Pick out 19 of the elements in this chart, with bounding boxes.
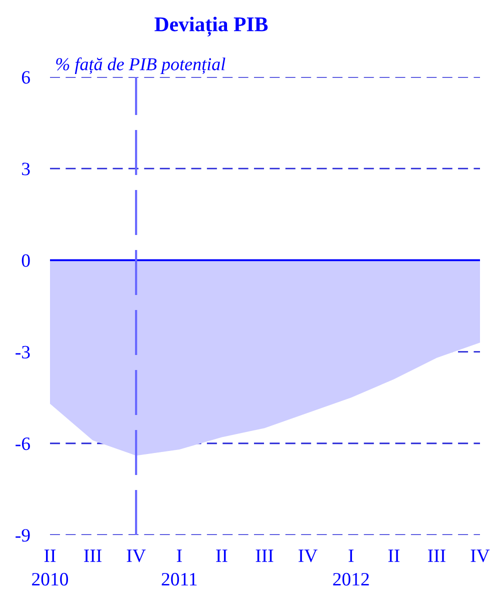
x-tick-label: III (256, 550, 274, 562)
x-tick-label: IV (126, 550, 146, 562)
x-tick-label: IV (298, 550, 318, 562)
x-tick-label: I 2011 (162, 550, 197, 586)
y-tick-label: 0 (22, 254, 30, 267)
x-tick-label: I 2012 (333, 550, 369, 586)
x-tick-label: II 2010 (32, 550, 68, 586)
x-tick-label: II (388, 550, 400, 562)
y-tick-label: 3 (22, 162, 30, 176)
y-tick-label: -9 (16, 529, 30, 542)
x-tick-label: III (428, 550, 446, 562)
chart-title: Deviația PIB (154, 16, 268, 36)
x-tick-label: III (84, 550, 102, 562)
y-axis-title: % față de PIB potențial (56, 57, 226, 74)
y-tick-label: -6 (16, 437, 30, 450)
y-tick-label: -3 (16, 346, 30, 358)
y-tick-label: 6 (22, 71, 30, 84)
x-tick-label: IV (470, 550, 490, 562)
x-tick-label: II (216, 550, 228, 562)
